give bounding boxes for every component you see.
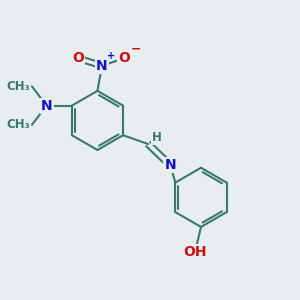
Text: O: O <box>118 51 130 65</box>
Text: CH₃: CH₃ <box>7 80 30 93</box>
Text: OH: OH <box>183 245 207 259</box>
Text: −: − <box>130 43 141 56</box>
Text: N: N <box>41 99 52 112</box>
Text: N: N <box>96 59 108 73</box>
Text: H: H <box>152 131 161 144</box>
Text: CH₃: CH₃ <box>7 118 30 131</box>
Text: N: N <box>165 158 176 172</box>
Text: O: O <box>72 51 84 65</box>
Text: +: + <box>107 51 116 61</box>
